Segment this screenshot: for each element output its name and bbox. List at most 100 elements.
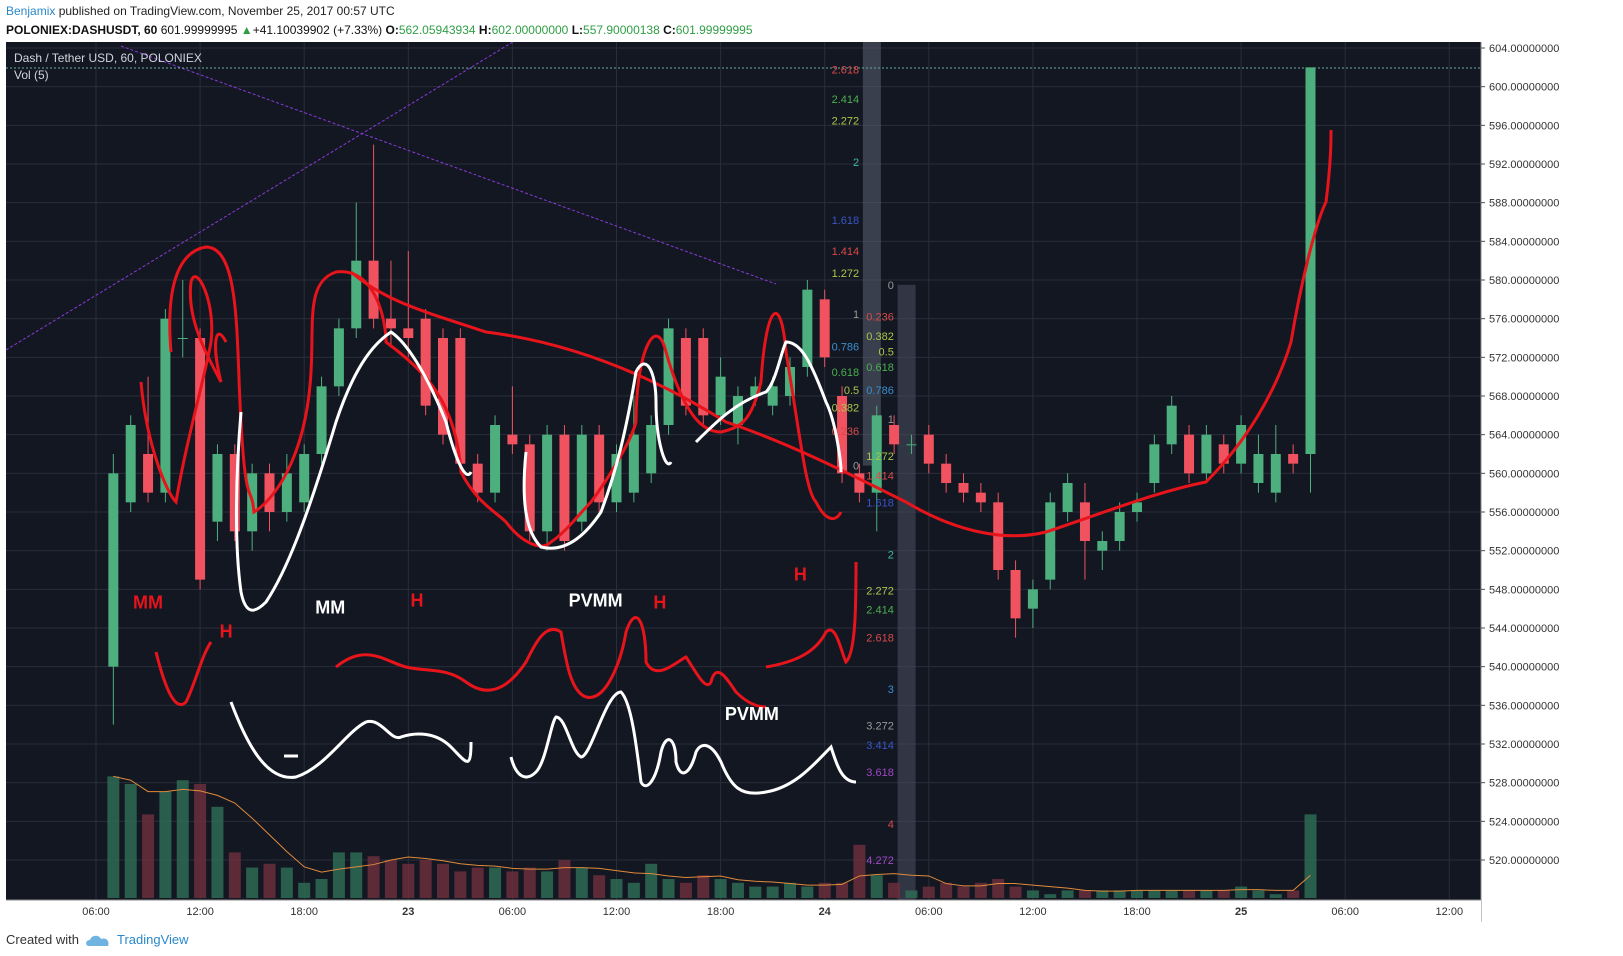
fib-label-left: 0.786 xyxy=(832,342,860,354)
candle-body xyxy=(212,454,223,522)
price-tick-label: 560.00000000 xyxy=(1489,468,1559,480)
symbol-ohlc-line: POLONIEX:DASHUSDT, 60 601.99999995 ▲+41.… xyxy=(6,23,753,37)
candle-body xyxy=(1236,425,1247,464)
volume-bar xyxy=(1200,890,1213,898)
candle-body xyxy=(195,338,206,580)
volume-bar xyxy=(1009,886,1022,898)
volume-bar xyxy=(1026,890,1039,898)
price-tick-label: 572.00000000 xyxy=(1489,352,1559,364)
candle-body xyxy=(663,328,674,425)
annotation-pvmm: PVMM xyxy=(725,704,779,724)
candle-body xyxy=(958,483,969,493)
volume-bar xyxy=(818,882,831,898)
volume-bar xyxy=(350,852,363,898)
candle-body xyxy=(438,338,448,435)
candle-body xyxy=(1114,512,1125,541)
open-label: O: xyxy=(385,23,399,37)
price-tick-label: 556.00000000 xyxy=(1489,507,1559,519)
fib-label-left: 2 xyxy=(853,157,859,169)
volume-bar xyxy=(1165,890,1178,898)
fib-label-right: 1.414 xyxy=(866,470,894,482)
price-tick-label: 588.00000000 xyxy=(1489,198,1559,210)
fib-label-right: 4.272 xyxy=(866,855,894,867)
price-tick-label: 548.00000000 xyxy=(1489,584,1559,596)
candle-body xyxy=(264,473,275,512)
volume-bar xyxy=(888,882,901,898)
candle-body xyxy=(854,473,865,493)
candle-body xyxy=(1166,405,1177,445)
volume-bar xyxy=(645,863,658,898)
candle-body xyxy=(542,434,553,532)
volume-bar xyxy=(471,867,484,898)
volume-bar xyxy=(610,879,623,898)
time-tick-label: 12:00 xyxy=(1019,906,1047,918)
volume-bar xyxy=(437,863,449,898)
volume-title: Vol (5) xyxy=(14,68,49,82)
candle-body xyxy=(715,376,726,416)
fib-label-left: 0.382 xyxy=(832,403,860,415)
price-tick-label: 540.00000000 xyxy=(1489,662,1559,674)
fib-label-right: 1.272 xyxy=(866,451,894,463)
volume-bar xyxy=(1235,886,1248,898)
volume-bar xyxy=(1148,890,1161,898)
time-tick-label: 12:00 xyxy=(186,906,214,918)
chart-area[interactable]: 2.618 2.414 2.272 2 1.618 1.414 1.272 1 0.786 0.6… xyxy=(6,42,1617,922)
candle-body xyxy=(611,454,622,503)
created-with-text: Created with xyxy=(6,932,79,947)
price-axis[interactable]: 604.00000000 600.00000000 596.00000000 592.… xyxy=(1480,42,1617,922)
candle-body xyxy=(1045,502,1056,580)
candle-body xyxy=(1218,444,1229,464)
candle-body xyxy=(1079,502,1090,541)
time-tick-label: 24 xyxy=(819,906,832,918)
red-drawing-descending xyxy=(350,270,907,504)
volume-bar xyxy=(697,875,710,898)
annotation-h: H xyxy=(220,622,233,642)
volume-bar xyxy=(853,844,866,898)
time-tick-label: 06:00 xyxy=(915,906,943,918)
volume-bar xyxy=(506,871,519,898)
volume-bar xyxy=(454,871,467,898)
volume-bar xyxy=(1044,894,1057,898)
volume-bar xyxy=(263,863,276,898)
volume-bar xyxy=(124,784,137,898)
candle-body xyxy=(1062,483,1073,512)
price-tick-label: 568.00000000 xyxy=(1489,391,1559,403)
fib-label-right: 0.382 xyxy=(866,331,894,343)
last-price: 601.99999995 xyxy=(160,23,238,37)
high-value: 602.00000000 xyxy=(491,23,569,37)
candle-body xyxy=(871,415,882,493)
volume-bar xyxy=(627,882,640,898)
candle-body xyxy=(177,338,188,339)
price-tick-label: 544.00000000 xyxy=(1489,623,1559,635)
trend-line-down[interactable] xyxy=(120,45,777,285)
time-tick-label: 25 xyxy=(1235,906,1247,918)
author-link[interactable]: Benjamix xyxy=(6,4,56,18)
fib-label-left: 1 xyxy=(853,309,859,321)
time-tick-label: 06:00 xyxy=(499,906,527,918)
candle-body xyxy=(351,260,362,329)
volume-bar xyxy=(1096,890,1109,898)
price-tick-label: 528.00000000 xyxy=(1489,778,1559,790)
fib-label-left: 0.5 xyxy=(844,385,859,397)
fib-level-labels: 2.618 2.414 2.272 2 1.618 1.414 1.272 1 0.786 0.6… xyxy=(832,64,894,867)
volume-bar xyxy=(731,882,744,898)
volume-bar xyxy=(298,882,311,898)
candle-body xyxy=(490,425,501,493)
candle-body xyxy=(281,473,292,512)
time-tick-label: 23 xyxy=(402,906,414,918)
price-chart[interactable]: 2.618 2.414 2.272 2 1.618 1.414 1.272 1 0.786 0.6… xyxy=(6,42,1617,922)
candle-body xyxy=(628,434,639,493)
tradingview-brand-link[interactable]: TradingView xyxy=(116,932,189,947)
trend-line-up[interactable] xyxy=(6,42,526,351)
candle-body xyxy=(646,425,657,474)
candle-body xyxy=(1027,589,1038,609)
candle-body xyxy=(576,434,587,522)
volume-bar xyxy=(870,875,883,898)
time-axis[interactable]: 06:00 12:00 18:00 23 06:00 12:00 18:00 24 06:00 1… xyxy=(6,899,1481,922)
candle-body xyxy=(385,318,396,329)
candle-body xyxy=(507,434,518,445)
volume-bar xyxy=(402,863,415,898)
candle-body xyxy=(680,338,691,406)
candle-body xyxy=(975,492,986,503)
volume-bar xyxy=(1252,890,1265,898)
